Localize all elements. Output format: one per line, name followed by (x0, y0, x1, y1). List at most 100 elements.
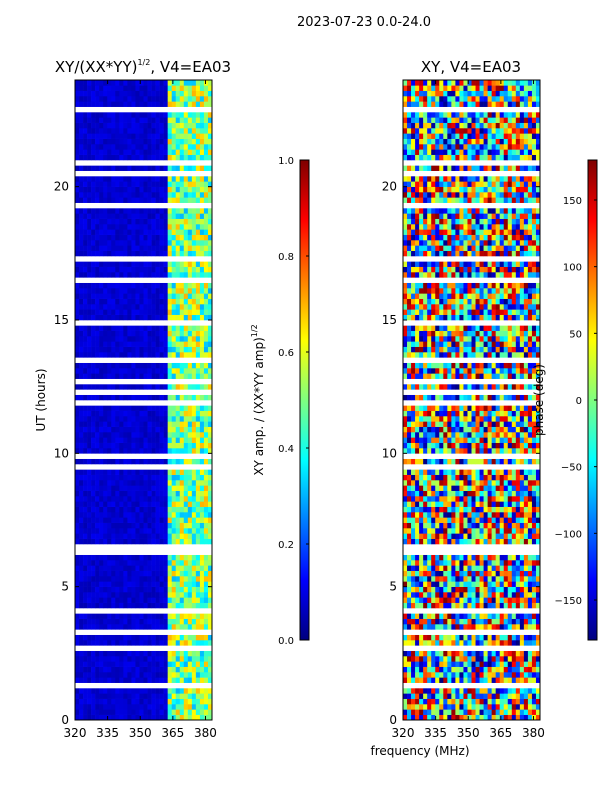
amplitude-heatmap-cell (75, 394, 80, 401)
phase-heatmap-cell (435, 570, 440, 577)
phase-heatmap-cell (495, 576, 501, 582)
amplitude-heatmap-cell (99, 133, 104, 139)
amplitude-heatmap-cell (79, 469, 84, 475)
phase-heatmap-cell (407, 597, 412, 603)
amplitude-heatmap-cell (179, 576, 185, 582)
phase-heatmap-cell (411, 656, 416, 662)
amplitude-heatmap-cell (183, 266, 189, 273)
amplitude-heatmap-cell (203, 714, 209, 720)
amplitude-heatmap-cell (139, 586, 144, 593)
phase-heatmap-cell (527, 512, 533, 518)
amplitude-heatmap-cell (91, 517, 96, 523)
phase-heatmap-cell (459, 640, 464, 646)
phase-heatmap-cell (483, 501, 488, 507)
amplitude-heatmap-cell (155, 613, 160, 619)
amplitude-heatmap-cell (175, 560, 181, 566)
phase-heatmap-cell (455, 517, 460, 523)
phase-heatmap-cell (479, 704, 484, 710)
phase-heatmap-cell (459, 506, 464, 513)
amplitude-heatmap-cell (107, 677, 112, 683)
amplitude-heatmap-cell (203, 208, 209, 214)
amplitude-heatmap-cell (195, 709, 201, 715)
amplitude-heatmap-cell (147, 474, 152, 481)
phase-heatmap-cell (455, 570, 460, 577)
phase-heatmap-cell (491, 501, 496, 507)
amplitude-heatmap-cell (203, 661, 209, 667)
phase-heatmap-cell (419, 490, 424, 497)
amplitude-heatmap-cell (203, 576, 209, 582)
phase-heatmap-cell (519, 672, 525, 678)
amplitude-heatmap-cell (103, 144, 108, 150)
amplitude-heatmap-cell (123, 474, 128, 481)
amplitude-heatmap-cell (91, 709, 96, 715)
phase-heatmap-cell (427, 613, 432, 619)
phase-heatmap-cell (411, 640, 416, 646)
amplitude-heatmap-cell (195, 218, 201, 225)
phase-heatmap-cell (427, 560, 432, 566)
amplitude-heatmap-cell (95, 325, 100, 331)
amplitude-heatmap-cell (171, 480, 177, 486)
amplitude-heatmap-cell (191, 709, 197, 715)
amplitude-heatmap-cell (79, 501, 84, 507)
phase-heatmap-cell (447, 586, 452, 593)
amplitude-heatmap-cell (179, 112, 185, 118)
amplitude-heatmap-cell (191, 496, 197, 502)
phase-heatmap-cell (451, 592, 456, 598)
phase-heatmap-cell (531, 693, 537, 699)
amplitude-heatmap-cell (99, 330, 104, 337)
amplitude-heatmap-cell (139, 448, 144, 454)
amplitude-heatmap-cell (171, 250, 177, 257)
amplitude-heatmap-cell (119, 522, 124, 529)
amplitude-heatmap-cell (163, 101, 168, 107)
phase-heatmap-cell (447, 448, 452, 454)
amplitude-heatmap-cell (87, 138, 92, 145)
amplitude-heatmap-cell (115, 656, 120, 662)
amplitude-heatmap-cell (155, 586, 160, 593)
amplitude-heatmap-cell (183, 197, 189, 203)
amplitude-heatmap-cell (79, 208, 84, 214)
amplitude-heatmap-cell (143, 304, 148, 310)
phase-heatmap-cell (499, 501, 505, 507)
amplitude-heatmap-cell (167, 469, 173, 475)
phase-heatmap-cell (435, 517, 440, 523)
amplitude-heatmap-cell (135, 458, 140, 465)
amplitude-heatmap-cell (183, 144, 189, 150)
phase-heatmap-cell (495, 538, 501, 545)
phase-heatmap-cell (451, 448, 456, 454)
amplitude-heatmap-cell (175, 154, 181, 161)
amplitude-heatmap-cell (91, 672, 96, 678)
amplitude-heatmap-cell (155, 245, 160, 251)
phase-heatmap-cell (419, 693, 424, 699)
phase-heatmap-cell (523, 469, 529, 475)
amplitude-heatmap-cell (119, 80, 124, 86)
phase-heatmap-cell (403, 458, 408, 465)
amplitude-heatmap-cell (191, 613, 197, 619)
phase-heatmap-cell (519, 522, 525, 529)
phase-heatmap-cell (403, 672, 408, 678)
phase-heatmap-cell (467, 528, 472, 534)
phase-heatmap-cell (443, 714, 448, 720)
amplitude-heatmap-cell (155, 346, 160, 353)
phase-heatmap-cell (523, 570, 529, 577)
amplitude-heatmap-cell (199, 304, 205, 310)
amplitude-heatmap-cell (151, 677, 156, 683)
amplitude-heatmap-cell (75, 368, 80, 374)
amplitude-heatmap-cell (127, 528, 132, 534)
amplitude-heatmap-cell (131, 709, 136, 715)
phase-heatmap-cell (447, 656, 452, 662)
phase-heatmap-cell (475, 506, 480, 513)
phase-heatmap-cell (451, 704, 456, 710)
amplitude-heatmap-cell (183, 394, 189, 401)
phase-heatmap-cell (455, 592, 460, 598)
amplitude-heatmap-cell (115, 565, 120, 571)
amplitude-heatmap-cell (175, 597, 181, 603)
phase-heatmap-cell (507, 704, 513, 710)
phase-heatmap-cell (491, 618, 496, 625)
amplitude-heatmap-cell (159, 437, 164, 443)
amplitude-heatmap-cell (131, 410, 136, 417)
phase-heatmap-cell (463, 522, 468, 529)
amplitude-heatmap-cell (151, 442, 156, 449)
amplitude-heatmap-cell (187, 144, 193, 150)
phase-flagged-gap (403, 645, 540, 651)
amplitude-heatmap-cell (147, 330, 152, 337)
